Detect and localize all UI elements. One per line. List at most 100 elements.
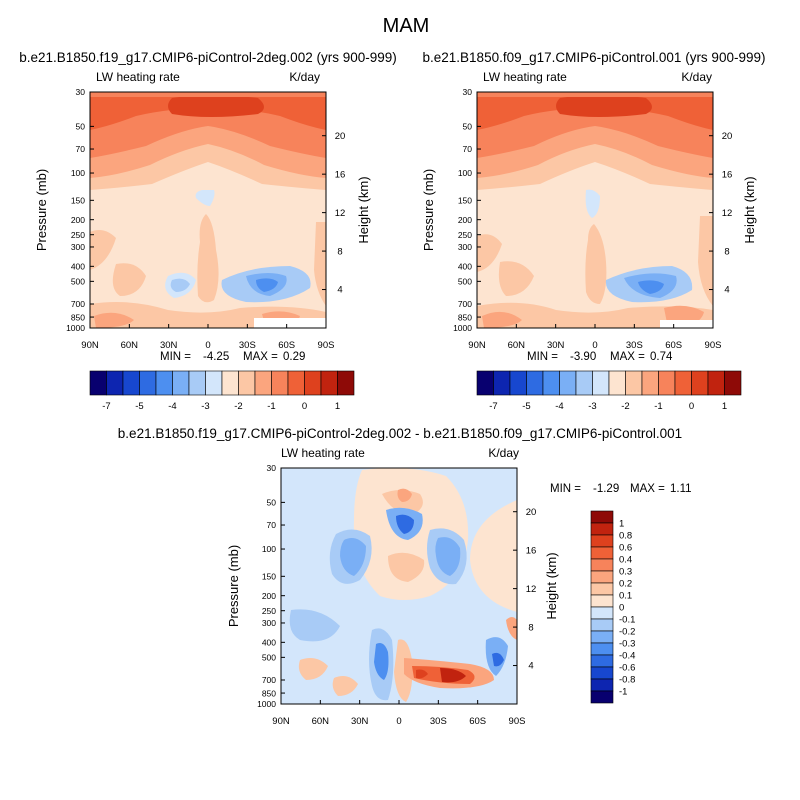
x-tick-label: 60S: [278, 340, 295, 351]
colorbar-label: -0.8: [619, 675, 635, 686]
pressure-tick-label: 300: [71, 242, 85, 252]
x-tick-label: 30S: [626, 340, 643, 351]
colorbar-label: -5: [522, 401, 530, 412]
colorbar-label: -7: [102, 401, 110, 412]
pressure-tick-label: 100: [458, 168, 472, 178]
colorbar-swatch: [608, 370, 626, 396]
panel-1-min-value: -4.25: [203, 351, 229, 363]
colorbar-swatch: [155, 370, 173, 396]
pressure-tick-label: 150: [458, 196, 472, 206]
colorbar-label: -0.6: [619, 663, 635, 674]
colorbar-swatch: [526, 370, 544, 396]
colorbar-label: -3: [588, 401, 596, 412]
colorbar-swatch: [205, 370, 223, 396]
colorbar-swatch: [542, 370, 560, 396]
x-tick-label: 60N: [312, 716, 330, 727]
colorbar-label: -0.1: [619, 615, 635, 626]
panel-3-min-value: -1.29: [593, 483, 619, 495]
colorbar-swatch: [139, 370, 157, 396]
colorbar-swatch: [337, 370, 355, 396]
colorbar-label: 0.4: [619, 555, 632, 566]
pressure-tick-label: 700: [71, 299, 85, 309]
colorbar-label: 1: [722, 401, 727, 412]
colorbar-swatch: [122, 370, 140, 396]
colorbar-swatch: [590, 546, 614, 560]
pressure-tick-label: 400: [262, 638, 276, 648]
pressure-tick-label: 500: [262, 653, 276, 663]
panel-2-min-value: -3.90: [570, 351, 596, 363]
pressure-tick-label: 100: [262, 544, 276, 554]
x-tick-label: 90S: [509, 716, 526, 727]
pressure-tick-label: 400: [458, 262, 472, 272]
pressure-tick-label: 700: [458, 299, 472, 309]
x-tick-label: 30N: [160, 340, 178, 351]
pressure-tick-label: 200: [262, 591, 276, 601]
colorbar-swatch: [590, 630, 614, 644]
colorbar-swatch: [590, 594, 614, 608]
pressure-tick-label: 150: [262, 572, 276, 582]
pressure-tick-label: 70: [76, 144, 86, 154]
panel-2-contour-field: [477, 92, 713, 328]
colorbar-swatch: [172, 370, 190, 396]
colorbar-swatch: [221, 370, 239, 396]
colorbar-label: -7: [489, 401, 497, 412]
colorbar-label: 0: [689, 401, 694, 412]
height-tick-label: 8: [724, 246, 729, 257]
pressure-tick-label: 30: [463, 87, 473, 97]
x-tick-label: 0: [205, 340, 210, 351]
colorbar-swatch: [691, 370, 709, 396]
height-tick-label: 4: [528, 661, 533, 672]
colorbar-swatch: [641, 370, 659, 396]
colorbar-label: -4: [555, 401, 563, 412]
colorbar-label: -2: [234, 401, 242, 412]
pressure-tick-label: 50: [463, 122, 473, 132]
pressure-tick-label: 250: [262, 606, 276, 616]
colorbar-swatch: [89, 370, 107, 396]
x-tick-label: 30S: [430, 716, 447, 727]
colorbar-swatch: [590, 582, 614, 596]
panel-3-left-label: LW heating rate: [281, 446, 365, 460]
panel-1-max-label: MAX =: [243, 351, 278, 363]
x-tick-label: 60S: [665, 340, 682, 351]
colorbar-swatch: [559, 370, 577, 396]
colorbar-label: -0.3: [619, 639, 635, 650]
pressure-tick-label: 50: [76, 122, 86, 132]
colorbar-swatch: [590, 510, 614, 524]
colorbar-label: 0: [302, 401, 307, 412]
colorbar-label: -1: [654, 401, 662, 412]
height-tick-label: 20: [526, 507, 537, 518]
panel-1-max-value: 0.29: [283, 351, 305, 363]
pressure-tick-label: 1000: [257, 699, 276, 709]
pressure-tick-label: 500: [71, 277, 85, 287]
colorbar-swatch: [590, 618, 614, 632]
panel-3-title: b.e21.B1850.f19_g17.CMIP6-piControl-2deg…: [118, 426, 682, 441]
colorbar-swatch: [625, 370, 643, 396]
x-tick-label: 90N: [468, 340, 486, 351]
colorbar-swatch: [575, 370, 593, 396]
panel-1-colorbar: -7 -5 -4 -3 -2 -1 0 1: [89, 370, 355, 412]
pressure-tick-label: 1000: [66, 323, 85, 333]
colorbar-swatch: [590, 666, 614, 680]
colorbar-label: -1: [267, 401, 275, 412]
colorbar-swatch: [658, 370, 676, 396]
panel-3-min-label: MIN =: [550, 483, 581, 495]
pressure-tick-label: 850: [458, 312, 472, 322]
height-tick-label: 16: [335, 169, 346, 180]
height-tick-label: 4: [337, 285, 342, 296]
pressure-tick-label: 30: [76, 87, 86, 97]
height-tick-label: 20: [335, 131, 346, 142]
pressure-tick-label: 150: [71, 196, 85, 206]
x-tick-label: 0: [396, 716, 401, 727]
panel-1-ylabel: Pressure (mb): [34, 169, 49, 251]
panel-1-y2label: Height (km): [356, 176, 371, 243]
pressure-tick-label: 850: [71, 312, 85, 322]
colorbar-swatch: [254, 370, 272, 396]
colorbar-swatch: [590, 690, 614, 704]
pressure-tick-label: 850: [262, 688, 276, 698]
height-tick-label: 8: [528, 622, 533, 633]
colorbar-label: 0.2: [619, 579, 632, 590]
colorbar-swatch: [590, 558, 614, 572]
x-tick-label: 90S: [705, 340, 722, 351]
height-tick-label: 20: [722, 131, 733, 142]
colorbar-label: 0: [619, 603, 624, 614]
